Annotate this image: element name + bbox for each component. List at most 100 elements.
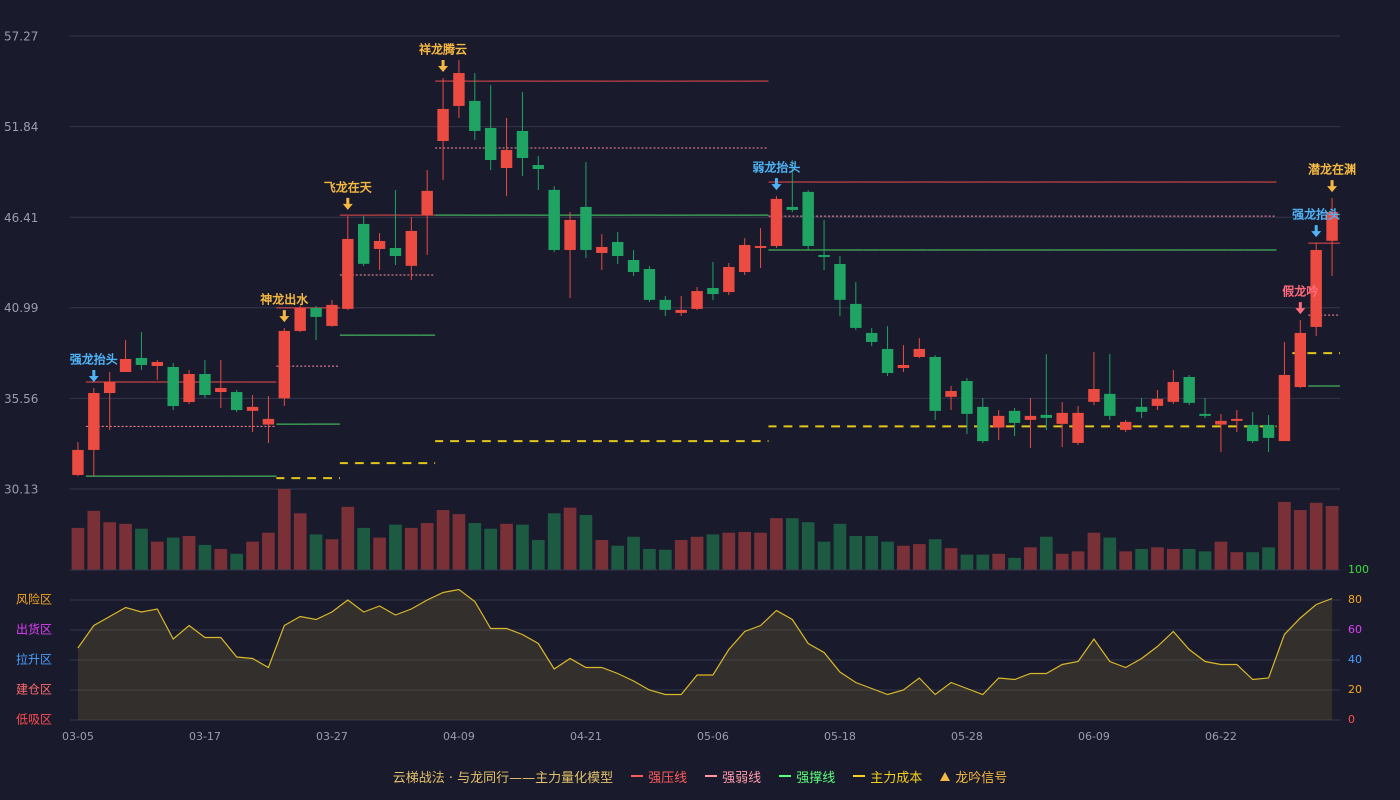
x-tick-label: 04-09: [443, 730, 475, 743]
candle-body: [262, 418, 275, 425]
volume-bar: [1071, 551, 1085, 570]
volume-bar: [627, 536, 640, 570]
signal-arrow: [1327, 180, 1338, 193]
volume-bar: [1039, 536, 1053, 570]
legend-label: 强撑线: [796, 770, 836, 786]
volume-bar: [1055, 553, 1069, 570]
volume-bar: [71, 527, 85, 570]
volume-bar: [754, 532, 767, 570]
candle-body: [183, 373, 195, 403]
volume-bar: [1166, 548, 1180, 570]
volume-bar: [436, 510, 450, 570]
candle-body: [977, 406, 989, 442]
volume-bar: [135, 528, 148, 570]
candle-body: [929, 356, 941, 411]
volume-bar: [738, 531, 752, 570]
legend-label: 龙吟信号: [955, 770, 1008, 786]
candle-body: [643, 269, 656, 300]
volume-bar: [785, 518, 799, 570]
volume-bar: [230, 553, 244, 570]
candle-body: [437, 108, 449, 141]
candle-body: [230, 392, 243, 411]
candle-body: [119, 358, 132, 372]
candle-body: [611, 241, 624, 256]
legend-symbol: [631, 775, 644, 777]
x-tick-label: 05-18: [824, 730, 856, 743]
zone-label: 出货区: [16, 622, 52, 637]
y-tick-label: 57.27: [4, 30, 38, 44]
candle-body: [72, 449, 84, 475]
y-tick-label: 40.99: [4, 301, 38, 315]
x-tick-label: 06-09: [1078, 730, 1110, 743]
candle-body: [1167, 382, 1180, 402]
volume-bar: [674, 540, 688, 570]
zone-label: 风险区: [16, 592, 52, 607]
volume-bar: [658, 549, 672, 570]
volume-bar: [563, 507, 577, 570]
y-tick-label: 30.13: [4, 483, 38, 497]
candle-body: [167, 366, 179, 407]
volume-bar: [293, 513, 307, 570]
candle-body: [1024, 415, 1037, 420]
volume-bar: [865, 535, 879, 570]
candle-body: [484, 127, 497, 161]
signal-arrow: [1311, 225, 1322, 238]
volume-bar: [262, 532, 275, 570]
candle-body: [469, 100, 481, 131]
volume-bar: [992, 553, 1006, 570]
candle-body: [691, 291, 703, 309]
volume-bar: [944, 548, 958, 570]
candle-body: [1040, 414, 1053, 418]
y-tick-label: 40: [1348, 653, 1362, 666]
candle-body: [215, 388, 227, 393]
volume-bar: [357, 527, 371, 570]
candle-body: [818, 254, 830, 257]
volume-bar: [547, 513, 561, 570]
signal-label: 弱龙抬头: [752, 160, 800, 175]
legend-symbol: [705, 775, 718, 777]
signal-label: 神龙出水: [260, 292, 309, 307]
signal-label: 潜龙在渊: [1308, 162, 1356, 177]
signal-arrow: [771, 178, 782, 191]
volume-bar: [404, 527, 418, 570]
volume-bar: [579, 514, 593, 570]
volume-bar: [770, 518, 783, 570]
x-tick-label: 05-28: [951, 730, 983, 743]
legend-item: 强压线: [631, 767, 687, 786]
x-tick-label: 04-21: [570, 730, 602, 743]
candle-body: [580, 206, 592, 250]
volume-bar: [166, 537, 180, 570]
candle-body: [1008, 410, 1021, 423]
volume-bar: [1119, 551, 1133, 570]
candle-body: [564, 219, 576, 250]
legend-item: 主力成本: [853, 767, 922, 786]
zone-label: 拉升区: [16, 652, 52, 667]
legend-label: 主力成本: [870, 770, 923, 786]
candle-body: [1072, 412, 1084, 443]
candle-body: [770, 198, 783, 246]
candle-body: [532, 165, 545, 170]
candle-body: [1294, 332, 1307, 388]
legend-symbol: [779, 775, 792, 777]
candle-body: [961, 381, 973, 414]
x-tick-label: 05-06: [697, 730, 729, 743]
y-tick-label: 80: [1348, 593, 1362, 606]
volume-bar: [801, 522, 815, 570]
zone-label: 低吸区: [16, 713, 52, 727]
signal-label: 祥龙腾云: [419, 42, 467, 57]
signal-label: 假龙吟: [1282, 284, 1318, 299]
volume-bar: [87, 510, 101, 570]
candle-body: [1119, 421, 1132, 430]
signal-label: 飞龙在天: [324, 179, 373, 194]
volume-bar: [1230, 552, 1244, 570]
volume-bar: [1024, 547, 1037, 570]
candle-body: [707, 288, 719, 295]
candle-body: [738, 244, 751, 273]
candle-body: [834, 264, 846, 300]
candle-body: [1310, 249, 1322, 327]
signal-label: 强龙抬头: [1292, 207, 1340, 222]
volume-bar: [912, 544, 926, 570]
volume-bar: [595, 540, 609, 570]
volume-bar: [1325, 506, 1339, 570]
legend-item: 强弱线: [705, 767, 761, 786]
